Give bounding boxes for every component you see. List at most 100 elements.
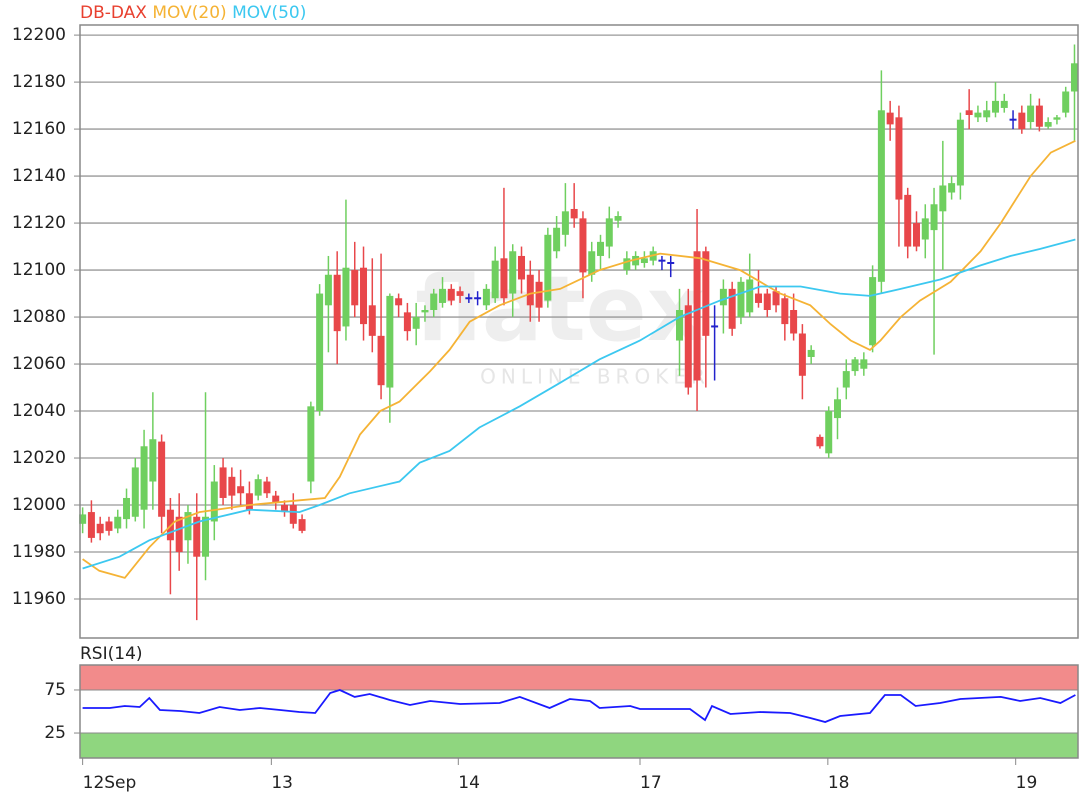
candle-body xyxy=(597,241,605,256)
candle-body xyxy=(983,110,991,118)
candle-body xyxy=(281,505,289,513)
legend-entry: MOV(50) xyxy=(232,3,306,23)
y-tick-label: 12140 xyxy=(12,166,66,186)
candle-body xyxy=(403,312,411,332)
candle-body xyxy=(395,298,403,306)
candle-body xyxy=(790,310,798,334)
candle-body xyxy=(693,251,701,381)
candle-body xyxy=(307,406,315,482)
candle-body xyxy=(1018,112,1026,130)
candle-body xyxy=(272,495,280,503)
y-tick-label: 12080 xyxy=(12,307,66,327)
oversold-band xyxy=(80,733,1078,758)
candle-body xyxy=(96,523,104,534)
legend-entry: MOV(20) xyxy=(152,3,226,23)
candle-body xyxy=(1053,117,1061,120)
candle-body xyxy=(518,255,526,280)
candle-body xyxy=(930,204,938,231)
y-tick-label: 12040 xyxy=(12,401,66,421)
candle-body xyxy=(412,317,420,329)
plot-frame xyxy=(79,24,1079,639)
candle-body xyxy=(316,293,324,412)
legend: DB-DAX MOV(20) MOV(50) xyxy=(80,3,306,23)
candle-body xyxy=(202,516,210,557)
candle-body xyxy=(807,349,815,357)
candle-body xyxy=(842,371,850,388)
candle-body xyxy=(860,359,868,369)
candle-body xyxy=(781,298,789,325)
candle-body xyxy=(158,441,166,517)
candle-body xyxy=(588,251,596,275)
candle-body xyxy=(825,411,833,454)
x-tick-label: 18 xyxy=(828,773,850,793)
candle-body xyxy=(289,505,297,524)
candle-body xyxy=(991,100,999,113)
candle-body xyxy=(439,288,447,303)
candle-body xyxy=(921,218,929,240)
y-tick-label: 11960 xyxy=(12,589,66,609)
candle-body xyxy=(1035,105,1043,127)
candle-body xyxy=(719,288,727,306)
candle-body xyxy=(333,274,341,332)
candle-body xyxy=(342,267,350,327)
watermark: flatex xyxy=(415,257,705,362)
candle-body xyxy=(360,267,368,325)
candle-body xyxy=(509,251,517,294)
candle-body xyxy=(500,258,508,299)
candle-body xyxy=(948,183,956,193)
candle-body xyxy=(869,277,877,346)
candle-body xyxy=(561,211,569,235)
candle-body xyxy=(298,519,306,531)
candle-body xyxy=(386,295,394,388)
candle-body xyxy=(105,521,113,531)
candle-body xyxy=(772,291,780,306)
y-tick-label: 12120 xyxy=(12,213,66,233)
candle-body xyxy=(640,258,648,264)
series-line xyxy=(82,139,1076,579)
candle-body xyxy=(219,467,227,498)
series-line xyxy=(82,689,1076,723)
candle-body xyxy=(237,486,245,494)
x-tick-label: 14 xyxy=(458,773,480,793)
candle-body xyxy=(684,305,692,388)
candle-body xyxy=(149,439,157,482)
candle-body xyxy=(895,117,903,200)
candle-body xyxy=(702,251,710,336)
candle-body xyxy=(816,436,824,447)
candle-body xyxy=(965,110,973,115)
candle-body xyxy=(140,446,148,510)
candle-body xyxy=(87,512,95,538)
y-tick-label: 12100 xyxy=(12,260,66,280)
x-tick-label: 19 xyxy=(1016,773,1038,793)
candle-body xyxy=(1027,105,1035,123)
candle-body xyxy=(904,194,912,247)
candle-body xyxy=(491,260,499,299)
y-tick-label: 12180 xyxy=(12,72,66,92)
candle-body xyxy=(193,516,201,557)
candle-body xyxy=(535,281,543,308)
candle-body xyxy=(131,467,139,517)
candle-body xyxy=(324,274,332,306)
candle-body xyxy=(605,218,613,247)
candle-body xyxy=(1000,100,1008,108)
y-tick-label: 12060 xyxy=(12,354,66,374)
candle-body xyxy=(228,476,236,496)
candle-body xyxy=(210,481,218,522)
candle-body xyxy=(553,227,561,252)
candle-body xyxy=(737,281,745,318)
candle-body xyxy=(123,497,131,520)
y-tick-label: 11980 xyxy=(12,542,66,562)
candle-body xyxy=(623,258,631,271)
candle-body xyxy=(676,310,684,341)
candle-body xyxy=(754,293,762,303)
legend-entry: RSI(14) xyxy=(80,644,143,664)
y-tick-label: 12020 xyxy=(12,448,66,468)
x-tick-label: 13 xyxy=(271,773,293,793)
candle-body xyxy=(377,335,385,386)
candle-body xyxy=(482,288,490,306)
candle-body xyxy=(851,359,859,372)
candle-body xyxy=(833,399,841,419)
candle-body xyxy=(1070,63,1078,92)
candle-body xyxy=(114,516,122,529)
candle-body xyxy=(746,279,754,313)
